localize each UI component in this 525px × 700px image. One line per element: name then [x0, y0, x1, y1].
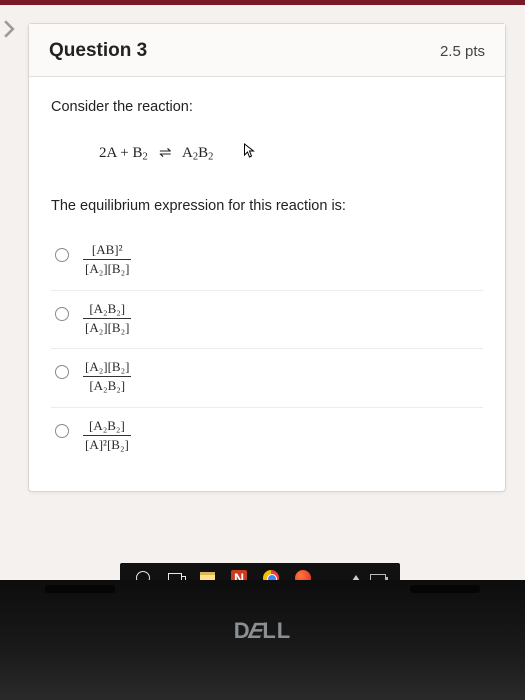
option-expression: [AB]² [A₂][B₂] [83, 242, 131, 278]
radio-icon[interactable] [55, 307, 69, 321]
prompt-intro: Consider the reaction: [51, 99, 483, 115]
question-header: Question 3 2.5 pts [29, 24, 505, 77]
answer-option[interactable]: [AB]² [A₂][B₂] [51, 232, 483, 290]
reaction-equation: 2A + B2 ⇌ A2B2 [99, 143, 483, 164]
app-screen: Question 3 2.5 pts Consider the reaction… [0, 0, 525, 580]
eq-arrows: ⇌ [159, 145, 172, 161]
radio-icon[interactable] [55, 365, 69, 379]
answer-option[interactable]: [A₂B₂] [A]²[B₂] [51, 407, 483, 466]
radio-icon[interactable] [55, 424, 69, 438]
question-title: Question 3 [49, 40, 147, 62]
question-card: Question 3 2.5 pts Consider the reaction… [28, 23, 506, 492]
option-expression: [A₂B₂] [A]²[B₂] [83, 418, 131, 454]
question-body: Consider the reaction: 2A + B2 ⇌ A2B2 Th… [29, 77, 505, 491]
prev-question-nav[interactable] [0, 10, 18, 570]
answer-option[interactable]: [A₂][B₂] [A₂B₂] [51, 348, 483, 407]
eq-lhs: 2A + B [99, 145, 142, 161]
hinge [410, 585, 480, 593]
question-points: 2.5 pts [440, 43, 485, 60]
laptop-bezel: DELL [0, 580, 525, 700]
laptop-brand: DELL [0, 618, 525, 644]
chevron-right-icon [2, 20, 16, 43]
answer-option[interactable]: [A₂B₂] [A₂][B₂] [51, 290, 483, 349]
cursor-icon [243, 143, 256, 164]
radio-icon[interactable] [55, 248, 69, 262]
prompt-question: The equilibrium expression for this reac… [51, 198, 483, 214]
option-expression: [A₂B₂] [A₂][B₂] [83, 301, 131, 337]
option-expression: [A₂][B₂] [A₂B₂] [83, 359, 131, 395]
hinge [45, 585, 115, 593]
answer-options: [AB]² [A₂][B₂] [A₂B₂] [A₂][B₂] [A₂][B₂] [51, 232, 483, 465]
